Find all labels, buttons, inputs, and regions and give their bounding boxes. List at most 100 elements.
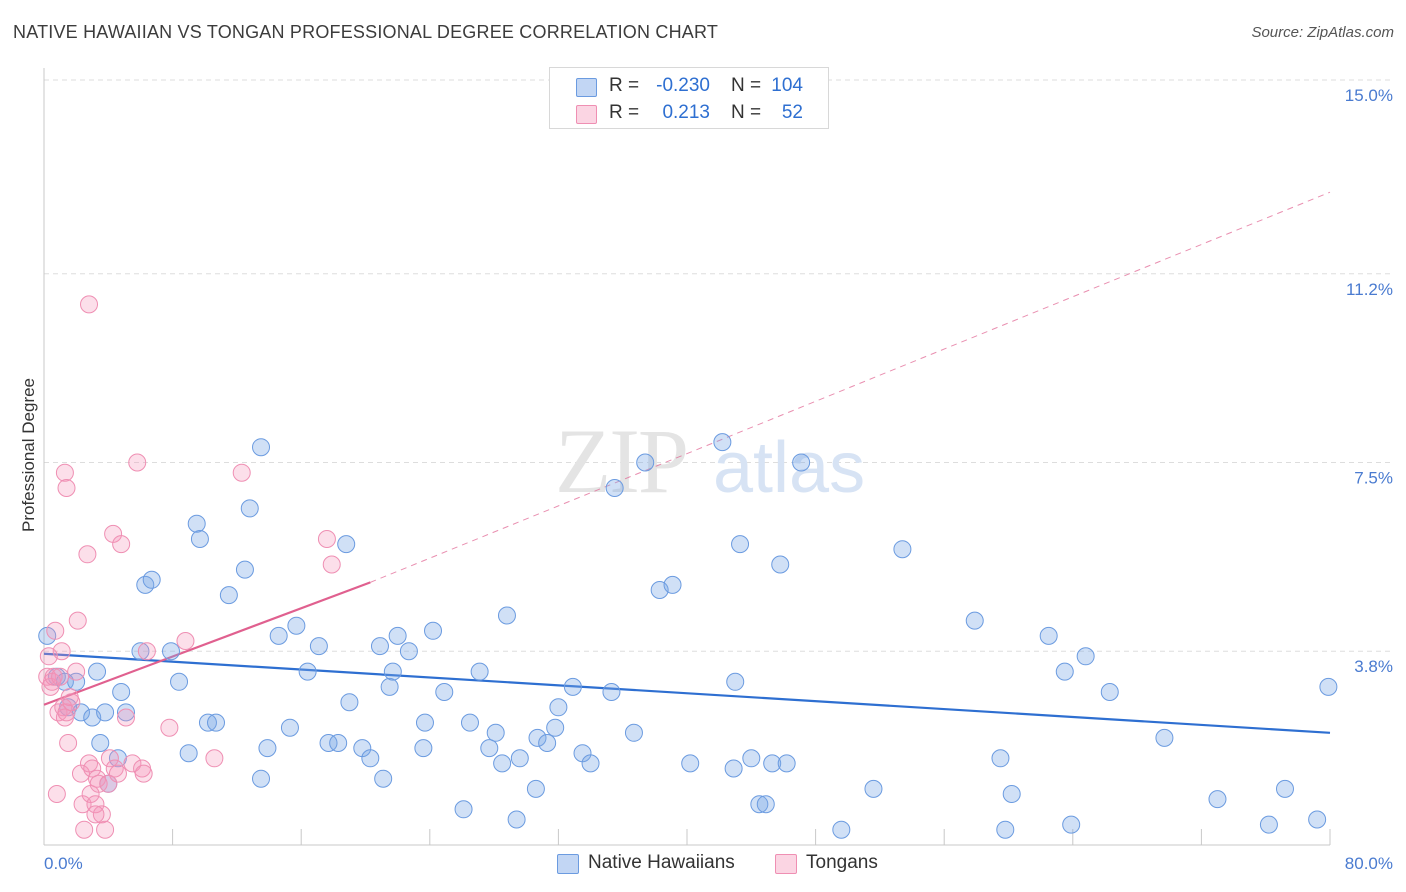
native-hawaiians-point (235, 560, 254, 579)
native-hawaiians-point (528, 728, 547, 747)
tongans-point (105, 759, 124, 778)
native-hawaiians-point (636, 453, 655, 472)
source-credit: Source: ZipAtlas.com (1251, 24, 1394, 41)
native-hawaiians-point (1055, 662, 1074, 681)
tongans-point (57, 703, 76, 722)
tongans-swatch (576, 105, 597, 124)
native-hawaiians-point (510, 749, 529, 768)
native-hawaiians-point (329, 734, 348, 752)
native-hawaiians-swatch (557, 854, 579, 874)
native-hawaiians-point (605, 479, 624, 497)
native-hawaiians-point (864, 779, 883, 798)
native-hawaiians-point (252, 769, 271, 788)
native-hawaiians-point (309, 637, 328, 656)
legend-label: Tongans (806, 852, 878, 873)
native-hawaiians-point (170, 672, 189, 691)
tongans-point (83, 759, 102, 778)
native-hawaiians-point (497, 606, 516, 625)
tongans-point (75, 820, 94, 839)
native-hawaiians-point (663, 575, 682, 594)
native-hawaiians-point (742, 749, 761, 768)
native-hawaiians-point (965, 611, 984, 630)
native-hawaiians-point (526, 779, 545, 798)
native-hawaiians-point (771, 555, 790, 574)
native-hawaiians-point (112, 683, 131, 701)
native-hawaiians-point (207, 713, 226, 732)
y-axis-label: Professional Degree (19, 378, 38, 532)
tongans-point (96, 820, 115, 839)
native-hawaiians-point (493, 754, 512, 773)
native-hawaiians-point (681, 754, 700, 773)
native-hawaiians-point (460, 713, 479, 732)
native-hawaiians-point (1076, 647, 1095, 666)
n-value: 104 (771, 75, 803, 96)
native-hawaiians-point (792, 453, 811, 472)
tongans-point (160, 718, 179, 737)
native-hawaiians-point (507, 810, 526, 829)
native-hawaiians-point (454, 800, 473, 819)
native-hawaiians-point (374, 769, 393, 788)
tongans-point (92, 805, 111, 824)
tongans-point (80, 754, 99, 773)
native-hawaiians-point (1259, 815, 1278, 834)
native-hawaiians-swatch (576, 78, 597, 97)
native-hawaiians-point (287, 616, 306, 635)
native-hawaiians-point (624, 723, 643, 742)
tongans-point (68, 611, 87, 630)
n-value: 52 (781, 102, 803, 123)
y-tick-label: 11.2% (1346, 280, 1393, 299)
tongans-point (47, 785, 66, 803)
native-hawaiians-point (142, 570, 161, 589)
native-hawaiians-point (538, 734, 557, 752)
tongans-points (38, 295, 341, 839)
native-hawaiians-point (187, 514, 206, 533)
native-hawaiians-point (91, 734, 110, 752)
tongans-point (59, 734, 78, 752)
native-hawaiians-point (337, 535, 356, 554)
native-hawaiians-point (424, 621, 443, 640)
tongans-point (89, 774, 108, 793)
native-hawaiians-point (116, 703, 135, 722)
native-hawaiians-point (1308, 810, 1327, 829)
native-hawaiians-point (470, 662, 489, 681)
series-legend: Native Hawaiians Tongans (0, 850, 1406, 878)
native-hawaiians-point (240, 499, 259, 518)
native-hawaiians-point (1100, 683, 1119, 701)
native-hawaiians-point (996, 820, 1015, 839)
native-hawaiians-point (67, 672, 86, 691)
native-hawaiians-point (1319, 677, 1338, 696)
r-value: 0.213 (662, 102, 710, 123)
tongans-point (205, 749, 224, 768)
tongans-point (232, 463, 251, 482)
native-hawaiians-point (893, 540, 912, 559)
tongans-point (80, 295, 99, 314)
native-hawaiians-point (219, 586, 238, 605)
tongans-point (86, 805, 105, 824)
n-label: N = (731, 102, 762, 123)
native-hawaiians-trend-line (43, 652, 1331, 734)
tongans-point (86, 795, 105, 814)
x-tick-label: 80.0% (1345, 854, 1393, 873)
tongans-point (78, 545, 97, 564)
native-hawaiians-point (1208, 790, 1227, 809)
tongans-point (62, 693, 81, 712)
native-hawaiians-point (763, 754, 782, 773)
tongans-point (123, 754, 142, 773)
native-hawaiians-point (435, 683, 454, 701)
tongans-point (137, 642, 156, 661)
legend-label: Native Hawaiians (588, 852, 735, 873)
chart-title: NATIVE HAWAIIAN VS TONGAN PROFESSIONAL D… (13, 22, 719, 42)
native-hawaiians-point (179, 744, 198, 763)
native-hawaiians-point (549, 698, 568, 717)
r-label: R = (609, 102, 640, 123)
tongans-point (46, 621, 65, 640)
native-hawaiians-point (726, 672, 745, 691)
native-hawaiians-point (777, 754, 796, 773)
native-hawaiians-points (38, 433, 1338, 839)
native-hawaiians-point (1039, 626, 1058, 645)
native-hawaiians-point (756, 795, 775, 814)
tongans-point (176, 632, 195, 650)
native-hawaiians-point (1275, 779, 1294, 798)
native-hawaiians-point (269, 626, 288, 645)
